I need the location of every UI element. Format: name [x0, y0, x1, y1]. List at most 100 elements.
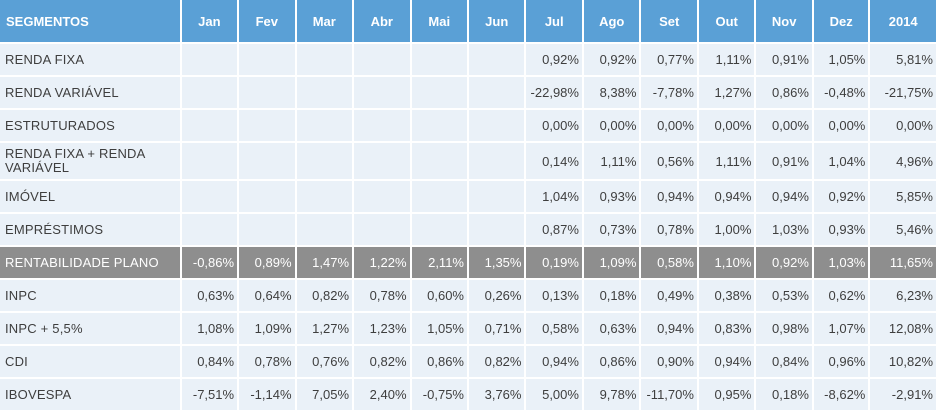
value-cell — [354, 143, 410, 179]
table-row: RENDA VARIÁVEL -22,98% 8,38% -7,78% 1,27% 0,8… — [0, 77, 936, 108]
value-cell: 0,18% — [583, 280, 640, 311]
header-jun: Jun — [469, 0, 525, 42]
segment-label: ESTRUTURADOS — [0, 110, 180, 141]
value-cell — [469, 44, 525, 75]
header-out: Out — [698, 0, 755, 42]
value-cell: 0,94% — [641, 181, 697, 212]
value-cell: -7,78% — [641, 77, 697, 108]
header-row: SEGMENTOS Jan Fev Mar Abr Mai Jun Jul Ag… — [0, 0, 936, 42]
value-cell — [239, 44, 295, 75]
value-cell — [469, 143, 525, 179]
header-ago: Ago — [583, 0, 640, 42]
value-cell — [296, 181, 353, 212]
value-cell — [469, 214, 525, 245]
value-cell: 0,86% — [756, 77, 812, 108]
value-cell: 10,82% — [870, 346, 936, 377]
value-cell — [239, 181, 295, 212]
value-cell — [181, 143, 238, 179]
value-cell: 0,58% — [641, 247, 697, 278]
segment-label: IMÓVEL — [0, 181, 180, 212]
value-cell — [354, 44, 410, 75]
table-row: ESTRUTURADOS 0,00% 0,00% 0,00% 0,00% 0,00% 0,0… — [0, 110, 936, 141]
value-cell: 0,82% — [469, 346, 525, 377]
value-cell: -22,98% — [526, 77, 582, 108]
value-cell: 0,91% — [756, 44, 812, 75]
table-row: INPC + 5,5% 1,08% 1,09% 1,27% 1,23% 1,05% 0,71… — [0, 313, 936, 344]
value-cell — [411, 44, 467, 75]
value-cell: 0,13% — [526, 280, 582, 311]
value-cell — [239, 143, 295, 179]
value-cell: 0,62% — [813, 280, 869, 311]
value-cell — [296, 77, 353, 108]
value-cell: 0,00% — [583, 110, 640, 141]
value-cell: 0,26% — [469, 280, 525, 311]
value-cell: 5,46% — [870, 214, 936, 245]
table-row: RENTABILIDADE PLANO -0,86% 0,89% 1,47% 1,22%… — [0, 247, 936, 278]
value-cell: 1,27% — [296, 313, 353, 344]
value-cell — [296, 44, 353, 75]
segment-label: EMPRÉSTIMOS — [0, 214, 180, 245]
value-cell: 0,00% — [870, 110, 936, 141]
value-cell: 0,95% — [698, 379, 755, 410]
value-cell: 2,11% — [411, 247, 467, 278]
value-cell — [469, 110, 525, 141]
value-cell: 1,00% — [698, 214, 755, 245]
value-cell: 0,63% — [181, 280, 238, 311]
value-cell: 0,91% — [756, 143, 812, 179]
value-cell: 1,11% — [698, 143, 755, 179]
table-row: RENDA FIXA + RENDA VARIÁVEL 0,14% 1,11% 0,5… — [0, 143, 936, 179]
value-cell: 3,76% — [469, 379, 525, 410]
header-2014: 2014 — [870, 0, 936, 42]
value-cell: 0,84% — [181, 346, 238, 377]
segment-label: IBOVESPA — [0, 379, 180, 410]
value-cell — [181, 181, 238, 212]
value-cell: -21,75% — [870, 77, 936, 108]
value-cell — [411, 143, 467, 179]
value-cell — [354, 110, 410, 141]
value-cell: 5,85% — [870, 181, 936, 212]
value-cell — [239, 77, 295, 108]
table-body: RENDA FIXA 0,92% 0,92% 0,77% 1,11% 0,91% 1,05%… — [0, 44, 936, 410]
value-cell: 1,04% — [813, 143, 869, 179]
value-cell: 6,23% — [870, 280, 936, 311]
header-set: Set — [641, 0, 697, 42]
value-cell: -7,51% — [181, 379, 238, 410]
segment-label: INPC — [0, 280, 180, 311]
value-cell: 0,53% — [756, 280, 812, 311]
segment-label: RENDA FIXA + RENDA VARIÁVEL — [0, 143, 180, 179]
value-cell: 0,77% — [641, 44, 697, 75]
header-dez: Dez — [813, 0, 869, 42]
value-cell: 0,92% — [526, 44, 582, 75]
value-cell — [411, 77, 467, 108]
value-cell: 1,05% — [411, 313, 467, 344]
value-cell: 0,00% — [641, 110, 697, 141]
table-row: IBOVESPA -7,51% -1,14% 7,05% 2,40% -0,75% 3,76… — [0, 379, 936, 410]
header-segmentos: SEGMENTOS — [0, 0, 180, 42]
value-cell — [354, 181, 410, 212]
value-cell: 1,11% — [583, 143, 640, 179]
value-cell: 0,86% — [583, 346, 640, 377]
value-cell: 1,11% — [698, 44, 755, 75]
value-cell — [181, 77, 238, 108]
value-cell: -0,75% — [411, 379, 467, 410]
value-cell: 12,08% — [870, 313, 936, 344]
value-cell: 0,64% — [239, 280, 295, 311]
value-cell: 0,82% — [296, 280, 353, 311]
value-cell — [296, 214, 353, 245]
value-cell: 0,92% — [583, 44, 640, 75]
value-cell — [411, 181, 467, 212]
value-cell — [239, 110, 295, 141]
value-cell: 0,94% — [698, 346, 755, 377]
value-cell: 1,08% — [181, 313, 238, 344]
value-cell: 0,94% — [756, 181, 812, 212]
value-cell: 0,86% — [411, 346, 467, 377]
value-cell: 0,00% — [756, 110, 812, 141]
table-row: EMPRÉSTIMOS 0,87% 0,73% 0,78% 1,00% 1,03% 0,93… — [0, 214, 936, 245]
value-cell: 4,96% — [870, 143, 936, 179]
value-cell: 1,09% — [583, 247, 640, 278]
value-cell: 0,71% — [469, 313, 525, 344]
value-cell: 0,87% — [526, 214, 582, 245]
value-cell: 0,89% — [239, 247, 295, 278]
segment-label: RENDA FIXA — [0, 44, 180, 75]
value-cell — [181, 110, 238, 141]
